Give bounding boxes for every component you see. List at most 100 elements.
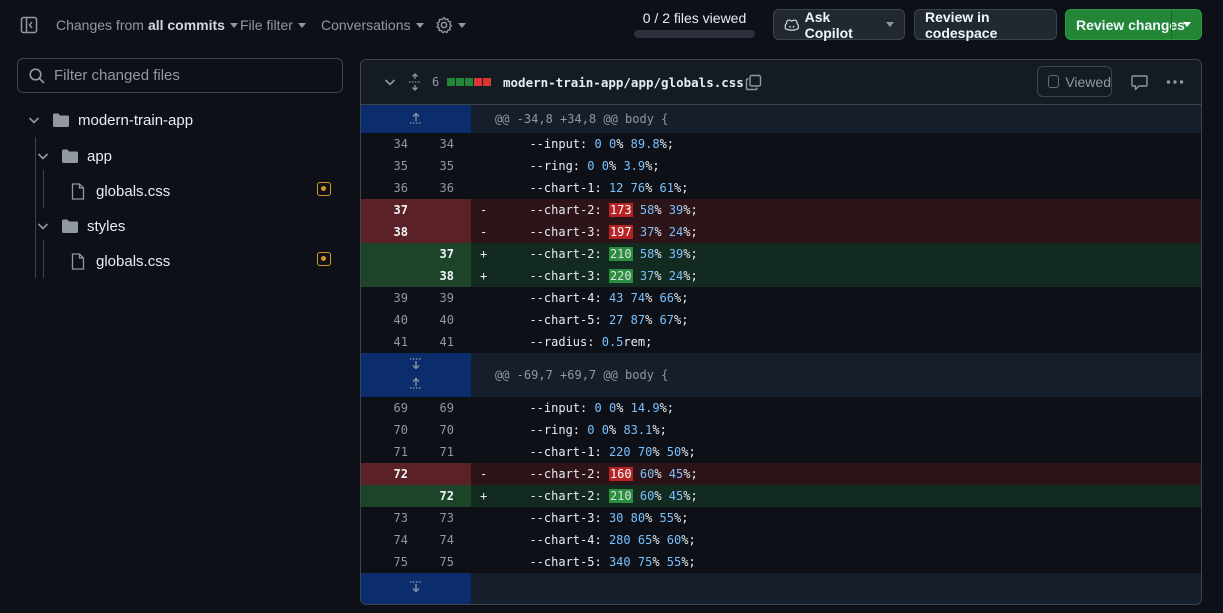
tree-folder-app[interactable]: app [35,144,112,168]
css-value-token: %; [681,445,696,459]
css-property: --chart-5: [529,313,602,327]
copy-icon[interactable] [745,60,762,104]
comment-icon[interactable] [1131,60,1148,104]
old-line-number[interactable] [361,243,416,265]
old-line-number[interactable]: 41 [393,335,408,349]
old-line-number[interactable]: 70 [393,423,408,437]
diff-sign [471,507,515,529]
new-line-number[interactable]: 37 [416,243,471,265]
new-line-number[interactable] [416,221,471,243]
new-line-number[interactable]: 75 [439,555,454,569]
old-line-number[interactable]: 69 [393,401,408,415]
tree-folder-root[interactable]: modern-train-app [26,108,193,132]
tree-file-styles-globals[interactable]: globals.css [71,249,170,273]
sidebar-toggle-icon[interactable] [20,11,40,39]
chevron-down-icon [229,22,238,28]
css-value-token: %; [683,269,698,283]
file-filter-dropdown[interactable]: File filter [240,11,306,39]
new-line-number[interactable]: 35 [439,159,454,173]
tree-file-app-globals[interactable]: globals.css [71,179,170,203]
diff-code: --chart-2: 173 58% 39%; [515,199,1201,221]
expand-gutter[interactable] [361,353,471,397]
tree-folder-styles[interactable]: styles [35,214,125,238]
expand-down-icon[interactable] [408,357,424,371]
new-line-number[interactable] [416,463,471,485]
css-value-token: 27 [608,313,624,327]
tree-folder-label: styles [87,217,126,235]
css-value-token: 60 [666,533,682,547]
filter-input[interactable] [54,67,334,84]
diff-sign: + [480,269,488,283]
diff-sign [471,551,515,573]
file-path-link[interactable]: modern-train-app/app/globals.css [503,74,744,90]
diff-sign: - [480,225,488,239]
settings-dropdown[interactable] [435,11,466,39]
new-line-number[interactable]: 74 [439,533,454,547]
copilot-icon [784,19,799,31]
css-property: --input: [529,401,588,415]
new-line-number[interactable]: 69 [439,401,454,415]
css-value-token: % [654,225,662,239]
old-line-number[interactable]: 74 [393,533,408,547]
old-line-number[interactable]: 39 [393,291,408,305]
viewed-checkbox[interactable]: Viewed [1037,66,1112,97]
old-line-number[interactable] [361,485,416,507]
files-viewed-count: 0 / 2 files viewed [642,10,747,26]
old-line-number[interactable]: 35 [393,159,408,173]
diff-line-deleted: 37 - --chart-2: 173 58% 39%; [361,199,1201,221]
ask-copilot-button[interactable]: Ask Copilot [773,9,905,41]
filter-changed-files[interactable] [17,58,343,93]
css-value-token: 0 [587,423,595,437]
expand-gutter[interactable] [361,105,471,133]
expand-up-icon[interactable] [408,111,424,125]
old-line-number[interactable]: 37 [361,199,416,221]
diff-sign [471,441,515,463]
new-line-number[interactable]: 40 [439,313,454,327]
changes-from-dropdown[interactable]: Changes from all commits [56,11,238,39]
css-value-token: 30 [608,511,624,525]
diff-sign [471,529,515,551]
old-line-number[interactable]: 36 [393,181,408,195]
expand-all-icon[interactable] [408,60,422,104]
new-line-number[interactable]: 41 [439,335,454,349]
new-line-number[interactable]: 38 [416,265,471,287]
conversations-dropdown[interactable]: Conversations [321,11,424,39]
old-line-number[interactable]: 40 [393,313,408,327]
old-line-number[interactable]: 38 [361,221,416,243]
old-line-number[interactable]: 73 [393,511,408,525]
old-line-number[interactable] [361,265,416,287]
new-line-number[interactable]: 70 [439,423,454,437]
review-changes-button[interactable]: Review changes [1065,9,1202,40]
chevron-down-icon [37,223,49,230]
file-icon [71,252,85,270]
new-line-number[interactable]: 72 [416,485,471,507]
diff-sign [471,331,515,353]
new-line-number[interactable]: 73 [439,511,454,525]
old-line-number[interactable]: 34 [393,137,408,151]
new-line-number[interactable]: 36 [439,181,454,195]
css-value-token: 280 [608,533,631,547]
old-line-number[interactable]: 71 [393,445,408,459]
file-icon [71,182,85,200]
expand-up-icon[interactable] [408,376,424,390]
old-line-number[interactable]: 75 [393,555,408,569]
review-in-codespace-button[interactable]: Review in codespace [914,9,1057,41]
diffstat-add [456,78,464,86]
diff-code: --chart-2: 160 60% 45%; [515,463,1201,485]
expand-gutter[interactable] [361,573,471,604]
diff-sign [471,287,515,309]
review-changes-dropdown[interactable] [1171,10,1201,39]
kebab-menu-icon[interactable] [1166,60,1184,104]
diff-code: --ring: 0 0% 83.1%; [515,419,1201,441]
new-line-number[interactable]: 34 [439,137,454,151]
diff-line-context: 73 73 --chart-3: 30 80% 55%; [361,507,1201,529]
expand-down-icon[interactable] [408,580,424,594]
old-line-number[interactable]: 72 [361,463,416,485]
css-value-token: 210 [608,247,633,261]
collapse-file-icon[interactable] [383,60,397,104]
diff-line-context: 41 41 --radius: 0.5rem; [361,331,1201,353]
new-line-number[interactable]: 39 [439,291,454,305]
new-line-number[interactable] [416,199,471,221]
css-value-token: 0 [601,159,609,173]
new-line-number[interactable]: 71 [439,445,454,459]
